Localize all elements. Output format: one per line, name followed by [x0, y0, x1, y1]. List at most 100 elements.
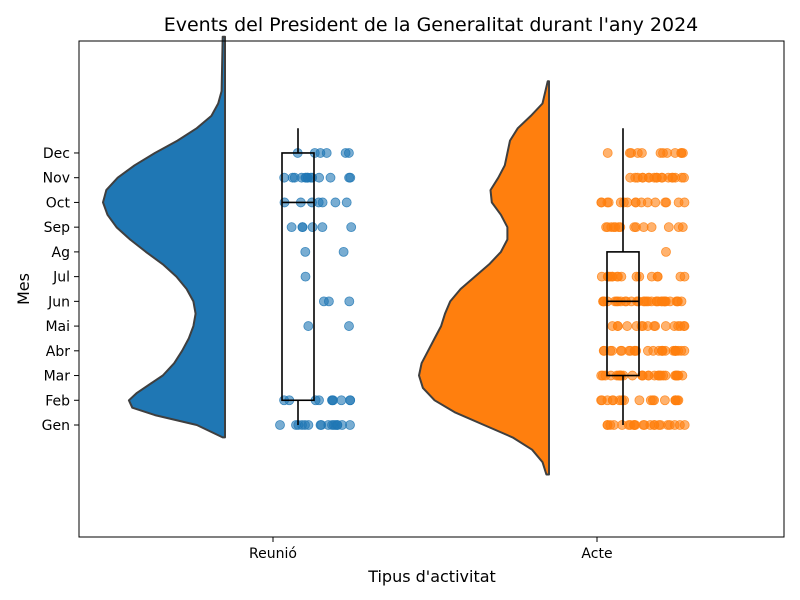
- scatter-point: [300, 172, 311, 183]
- y-tick-label: Feb: [45, 393, 70, 409]
- y-tick-label: Ag: [52, 245, 70, 261]
- scatter-point: [317, 222, 328, 233]
- scatter-point: [646, 296, 657, 307]
- scatter-point: [624, 148, 635, 158]
- scatter-point: [346, 222, 357, 233]
- scatter-point: [637, 148, 647, 158]
- scatter-point: [327, 395, 338, 406]
- scatter-point: [345, 172, 356, 183]
- scatter-point: [307, 222, 318, 233]
- scatter-point: [677, 370, 688, 381]
- scatter-point: [303, 420, 314, 430]
- scatter-point: [321, 148, 332, 158]
- scatter-point: [622, 321, 633, 331]
- scatter-point: [660, 395, 670, 406]
- scatter-point: [596, 271, 607, 282]
- scatter-point: [279, 172, 290, 183]
- scatter-point: [647, 395, 658, 406]
- x-axis-label: Tipus d'activitat: [367, 567, 496, 586]
- scatter-point: [645, 420, 656, 430]
- scatter-point: [616, 271, 627, 282]
- y-tick-label: Nov: [43, 171, 70, 187]
- scatter-point: [670, 345, 681, 356]
- scatter-point: [300, 271, 311, 282]
- scatter-point: [664, 420, 675, 430]
- scatter-point: [624, 345, 634, 356]
- scatter-point: [679, 172, 689, 183]
- chart-title: Events del President de la Generalitat d…: [164, 14, 699, 36]
- box-iqr: [606, 251, 640, 377]
- scatter-point: [336, 395, 347, 406]
- scatter-point: [661, 246, 671, 257]
- plot-area: [102, 35, 690, 476]
- scatter-point: [615, 197, 626, 208]
- scatter-point: [672, 395, 683, 406]
- scatter-point: [330, 197, 341, 208]
- scatter-point: [660, 321, 671, 331]
- scatter-point: [287, 172, 298, 183]
- scatter-point: [275, 420, 285, 430]
- scatter-point: [341, 197, 352, 208]
- scatter-point: [602, 420, 613, 430]
- scatter-point: [630, 420, 641, 430]
- y-tick-label: Mai: [45, 319, 70, 335]
- y-tick-label: Jul: [52, 270, 70, 286]
- scatter-point: [303, 321, 314, 331]
- y-tick-label: Oct: [46, 195, 71, 211]
- scatter-point: [325, 172, 336, 183]
- x-tick-label: Acte: [581, 546, 612, 562]
- scatter-point: [328, 420, 339, 430]
- scatter-point: [345, 395, 356, 406]
- scatter-point: [656, 296, 667, 307]
- scatter-point: [602, 148, 613, 158]
- x-tick-label: Reunió: [249, 546, 297, 562]
- y-tick-label: Mar: [44, 369, 71, 385]
- scatter-point: [671, 296, 682, 307]
- scatter-point: [607, 321, 618, 331]
- scatter-point: [673, 197, 684, 208]
- y-tick-label: Jun: [47, 294, 70, 310]
- x-axis: Reunió Acte: [249, 537, 613, 562]
- scatter-point: [314, 395, 324, 406]
- scatter-point: [657, 172, 668, 183]
- scatter-point: [667, 172, 677, 183]
- y-tick-label: Dec: [43, 146, 70, 162]
- scatter-point: [617, 395, 627, 406]
- scatter-point: [338, 246, 349, 257]
- scatter-point: [603, 197, 614, 208]
- scatter-point: [676, 148, 687, 158]
- scatter-point: [648, 345, 659, 356]
- scatter-point: [340, 148, 351, 158]
- scatter-point: [663, 222, 674, 233]
- scatter-point: [297, 222, 308, 233]
- violin-1: [418, 80, 550, 476]
- y-axis-label: Mes: [14, 273, 33, 305]
- y-axis: Gen Feb Mar Abr Mai Jun Jul Ag Sep Oct Nov Dec: [42, 146, 79, 434]
- scatter-point: [318, 296, 329, 307]
- scatter-point: [675, 321, 686, 331]
- scatter-point: [673, 222, 684, 233]
- y-tick-label: Gen: [42, 418, 70, 434]
- scatter-point: [300, 246, 311, 257]
- y-tick-label: Sep: [44, 220, 71, 236]
- scatter-point: [615, 345, 626, 356]
- scatter-point: [656, 370, 666, 381]
- violin-0: [102, 35, 226, 439]
- scatter-point: [630, 197, 641, 208]
- scatter-point: [286, 222, 297, 233]
- box-iqr: [281, 152, 315, 402]
- scatter-point: [679, 420, 690, 430]
- scatter-point: [652, 271, 663, 282]
- scatter-point: [657, 345, 667, 356]
- scatter-point: [634, 395, 645, 406]
- scatter-point: [337, 420, 348, 430]
- scatter-point: [596, 395, 606, 406]
- scatter-point: [602, 222, 613, 233]
- scatter-point: [344, 321, 354, 331]
- scatter-point: [662, 148, 672, 158]
- plot-frame: [78, 40, 785, 538]
- scatter-point: [344, 296, 355, 307]
- y-tick-label: Abr: [46, 344, 70, 360]
- scatter-point: [646, 222, 657, 233]
